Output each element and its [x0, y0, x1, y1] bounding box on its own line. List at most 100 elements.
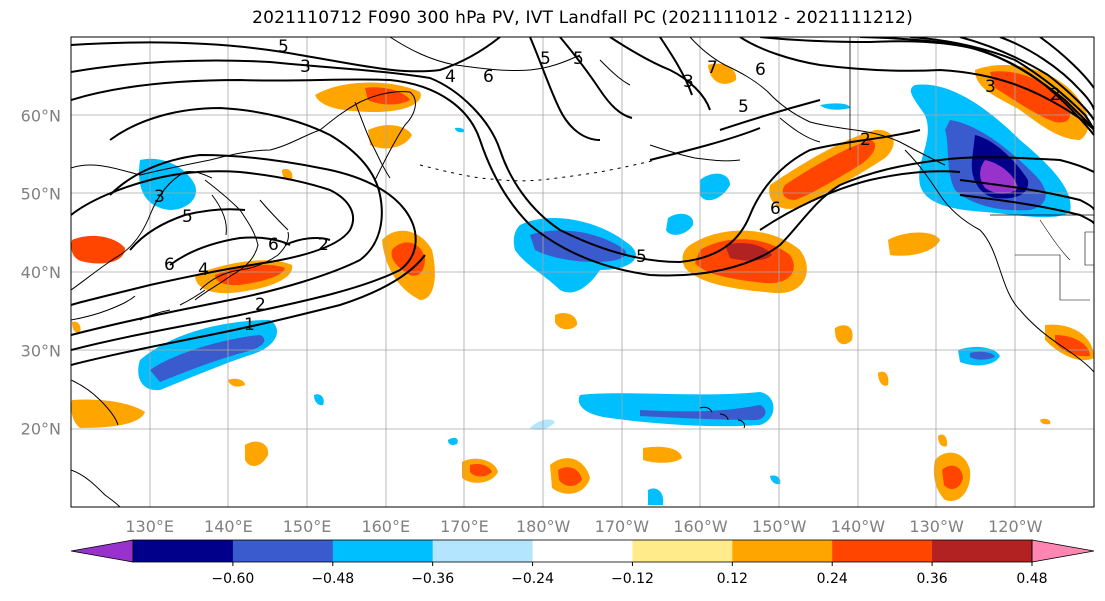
contour-label: 1	[244, 315, 255, 335]
ivt-positive-region	[942, 465, 963, 490]
latitude-label: 30°N	[21, 341, 61, 360]
contour-label: 3	[683, 72, 694, 92]
ivt-positive-region	[643, 446, 682, 463]
longitude-label: 180°W	[516, 517, 571, 536]
colorbar-extend-high	[1031, 539, 1095, 563]
colorbar-segment	[432, 540, 534, 562]
ivt-positive-region	[72, 321, 81, 333]
longitude-label: 170°E	[440, 517, 489, 536]
colorbar-segment	[732, 540, 833, 562]
ivt-positive-region	[365, 87, 410, 105]
contour-label: 2	[255, 295, 266, 315]
colorbar-segment	[532, 540, 633, 562]
ivt-positive-region	[555, 313, 578, 330]
contour-label: 7	[707, 58, 718, 78]
contour-label: 2	[318, 235, 329, 255]
ivt-positive-region	[888, 232, 940, 256]
ivt-negative-region	[970, 351, 995, 360]
colorbar-tick-label: 0.24	[817, 571, 848, 587]
ivt-positive-region	[990, 71, 1071, 123]
longitude-label: 160°W	[673, 517, 728, 536]
colorbar-tick-label: −0.48	[311, 571, 354, 587]
longitude-label: 150°E	[283, 517, 332, 536]
longitude-label: 170°W	[595, 517, 650, 536]
ivt-positive-region	[558, 467, 582, 486]
contour-label: 6	[483, 67, 494, 87]
ivt-negative-region	[530, 230, 626, 262]
ivt-positive-region	[245, 441, 269, 467]
colorbar-segment	[832, 540, 933, 562]
longitude-label: 160°E	[361, 517, 410, 536]
contour-label: 6	[268, 235, 279, 255]
longitude-label: 130°W	[909, 517, 964, 536]
ivt-positive-region	[1055, 335, 1090, 357]
colorbar-segment	[133, 540, 234, 562]
ivt-negative-region	[770, 475, 781, 485]
ivt-negative-region	[314, 394, 324, 406]
contour-label: 3	[985, 77, 996, 97]
ivt-negative-region	[640, 405, 766, 420]
longitude-label: 150°W	[752, 517, 807, 536]
ivt-negative-region	[980, 160, 1018, 194]
ivt-positive-region	[71, 399, 145, 428]
latitude-labels: 60°N 50°N 40°N 30°N 20°N	[21, 106, 61, 438]
ivt-positive-region	[878, 371, 889, 386]
contour-label: 4	[198, 260, 209, 280]
contour-label: 6	[164, 255, 175, 275]
colorbar: −0.60 −0.48 −0.36 −0.24 −0.12 0.12 0.24 0.36 0.4…	[70, 539, 1095, 587]
ivt-positive-region	[391, 242, 425, 276]
ivt-negative-region	[700, 173, 730, 201]
longitude-label: 120°W	[988, 517, 1043, 536]
map-frame	[70, 36, 1095, 508]
latitude-label: 60°N	[21, 106, 61, 125]
contour-label: 3	[154, 187, 165, 207]
ivt-shading	[71, 63, 1094, 505]
pv-contours	[71, 37, 1094, 366]
map-title: 2021110712 F090 300 hPa PV, IVT Landfall…	[252, 8, 913, 28]
colorbar-border	[132, 539, 1033, 563]
ivt-positive-region	[228, 378, 245, 387]
colorbar-extend-low	[70, 539, 134, 563]
contour-label: 2	[1050, 85, 1061, 105]
ivt-negative-region	[666, 213, 694, 235]
pv-contour-labels: 5 3 4 6 5 5 6 7 3 5 6 2 3 5 6 4 2 1 5 6 …	[154, 37, 1061, 335]
longitude-label: 140°W	[831, 517, 886, 536]
contour-label: 5	[540, 49, 551, 69]
contour-label: 6	[755, 60, 766, 80]
colorbar-tick-label: −0.12	[611, 571, 654, 587]
ivt-negative-region	[455, 127, 465, 133]
ivt-positive-region	[215, 264, 285, 286]
ivt-positive-region	[708, 63, 737, 84]
contour-label: 5	[573, 49, 584, 69]
contour-label: 5	[738, 97, 749, 117]
latitude-label: 20°N	[21, 420, 61, 439]
latitude-label: 40°N	[21, 263, 61, 282]
colorbar-segment	[332, 540, 434, 562]
ivt-negative-region	[150, 335, 265, 382]
ivt-positive-region	[470, 463, 492, 477]
contour-label: 6	[770, 199, 781, 219]
latitude-label: 50°N	[21, 185, 61, 204]
ivt-positive-region	[834, 325, 853, 345]
colorbar-tick-label: 0.36	[917, 571, 948, 587]
ivt-negative-region	[648, 488, 664, 505]
colorbar-tick-label: −0.60	[211, 571, 254, 587]
ivt-negative-region	[530, 419, 555, 430]
longitude-labels: 130°E 140°E 150°E 160°E 170°E 180°W 170°W 160°W…	[125, 517, 1042, 536]
colorbar-tick-label: −0.24	[511, 571, 554, 587]
contour-label: 3	[300, 57, 311, 77]
ivt-positive-region	[938, 434, 948, 447]
colorbar-segment	[232, 540, 334, 562]
longitude-label: 130°E	[125, 517, 174, 536]
graticule	[71, 37, 1094, 507]
colorbar-tick-label: 0.48	[1016, 571, 1047, 587]
contour-label: 5	[278, 37, 289, 57]
ivt-negative-region	[448, 437, 458, 445]
ivt-negative-region	[820, 103, 850, 110]
colorbar-tick-label: −0.36	[411, 571, 454, 587]
contour-label: 2	[860, 130, 871, 150]
colorbar-segment	[632, 540, 733, 562]
contour-label: 5	[182, 207, 193, 227]
colorbar-segment	[932, 540, 1033, 562]
longitude-label: 140°E	[204, 517, 253, 536]
